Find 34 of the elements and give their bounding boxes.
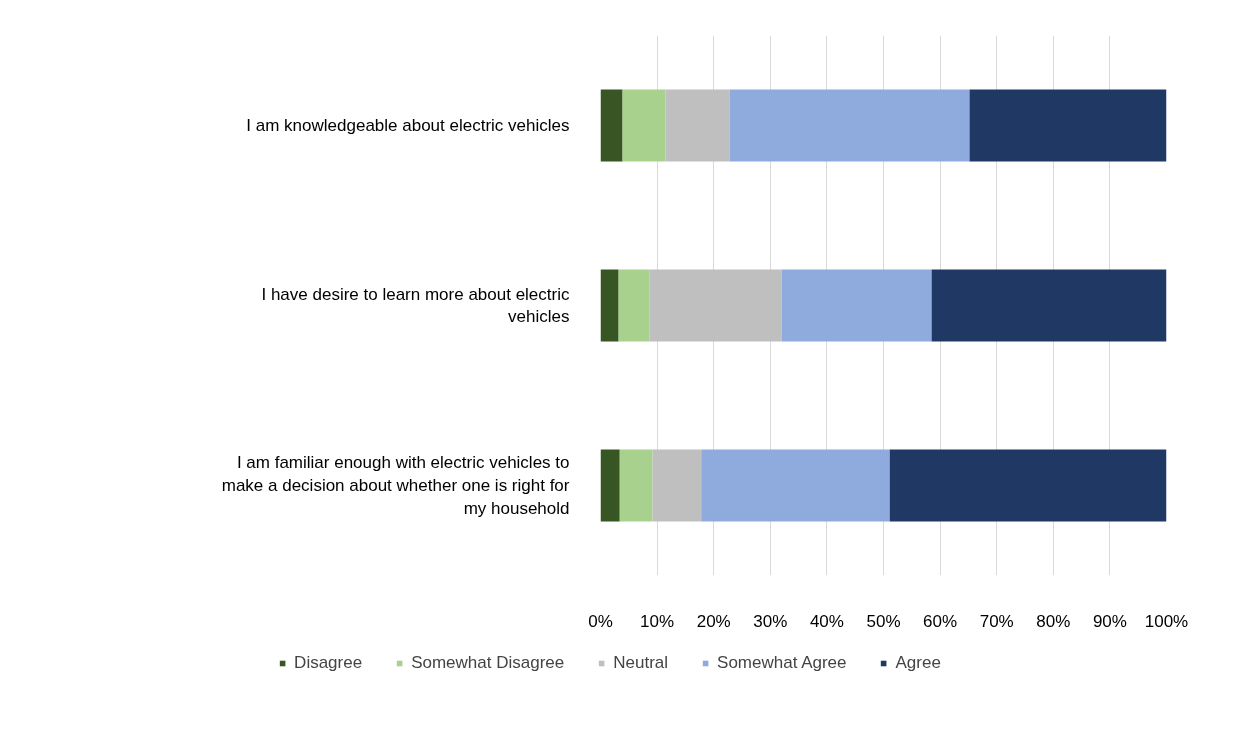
y-tick-label: I am familiar enough with electric vehicles to make a decision about whether one is right for my household: [221, 453, 570, 518]
legend-label: Neutral: [613, 653, 669, 673]
bar: [618, 269, 650, 342]
bar: [781, 269, 932, 342]
legend-label: Disagree: [294, 653, 363, 673]
bar: [619, 449, 653, 522]
x-tick-label: 90%: [1092, 611, 1127, 631]
bar: [600, 89, 623, 162]
bar: [969, 89, 1167, 162]
x-tick-label: 10%: [640, 611, 675, 631]
bar: [600, 449, 620, 522]
y-tick-label: I have desire to learn more about electric vehicles: [261, 284, 570, 327]
x-tick-label: 20%: [696, 611, 731, 631]
x-tick-label: 80%: [1036, 611, 1071, 631]
x-tick-label: 100%: [1144, 611, 1189, 631]
bar: [931, 269, 1167, 342]
x-tick-label: 30%: [753, 611, 788, 631]
bar: [889, 449, 1167, 522]
legend-label: Agree: [895, 653, 941, 673]
y-tick-label: I am knowledgeable about electric vehicles: [246, 116, 570, 135]
bar: [649, 269, 782, 342]
x-tick-label: 60%: [923, 611, 958, 631]
legend-label: Somewhat Agree: [717, 653, 847, 673]
bar: [665, 89, 730, 162]
x-tick-label: 0%: [588, 611, 613, 631]
bar: [729, 89, 970, 162]
bar: [701, 449, 890, 522]
x-tick-label: 40%: [809, 611, 844, 631]
x-tick-label: 70%: [979, 611, 1014, 631]
x-tick-label: 50%: [866, 611, 901, 631]
bar: [652, 449, 702, 522]
legend-label: Somewhat Disagree: [411, 653, 565, 673]
bar: [600, 269, 619, 342]
bar: [622, 89, 666, 162]
